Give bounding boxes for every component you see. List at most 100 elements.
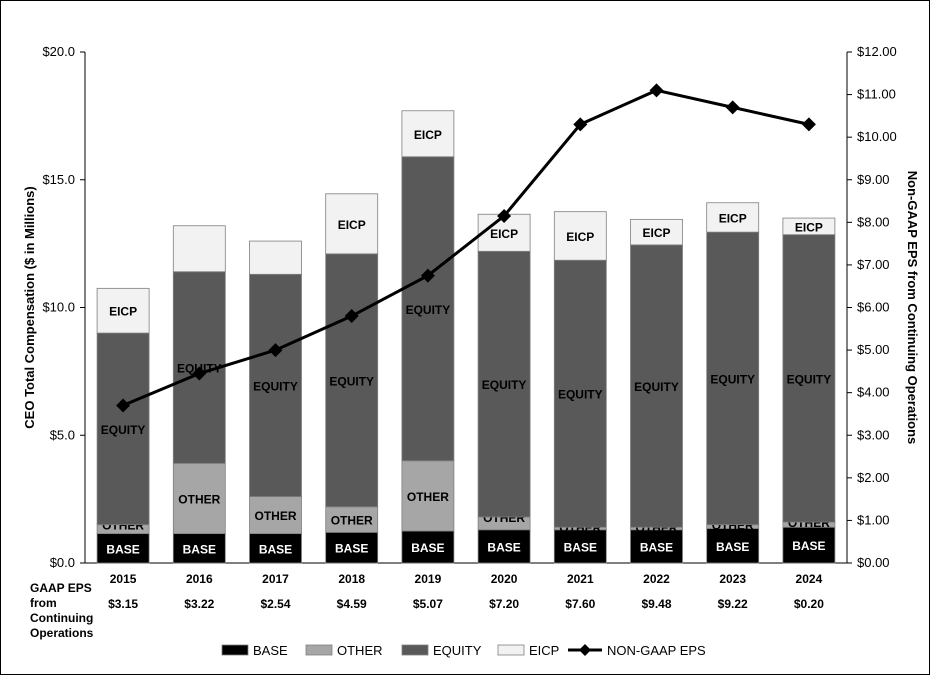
right-tick-label: $4.00 (857, 385, 890, 400)
segment-label-other-2019: OTHER (407, 490, 449, 504)
segment-label-base-2021: BASE (564, 540, 597, 554)
gaap-eps-value-2016: $3.22 (184, 597, 214, 611)
segment-label-base-2024: BASE (792, 539, 825, 553)
legend-swatch-base (221, 644, 249, 656)
bar-base-2020 (477, 529, 531, 564)
segment-label-base-2020: BASE (487, 540, 520, 554)
non-gaap-eps-point-2019 (420, 268, 435, 283)
left-tick-label: $5.0 (50, 427, 75, 442)
segment-label-base-2018: BASE (335, 542, 368, 556)
x-tick-label-2015: 2015 (110, 572, 137, 586)
bar-equity-2015 (96, 332, 150, 526)
x-tick-label-2022: 2022 (643, 572, 670, 586)
segment-label-base-2016: BASE (183, 542, 216, 556)
bar-base-2015 (96, 533, 150, 564)
legend-swatch-eicp (497, 644, 525, 656)
segment-label-equity-2018: EQUITY (329, 374, 374, 388)
gaap-eps-label-line: Continuing (30, 611, 93, 625)
legend-marker-non-gaap-eps (579, 644, 591, 656)
bar-base-2018 (325, 531, 379, 564)
legend-label-other: OTHER (337, 643, 383, 658)
right-tick-label: $11.00 (857, 87, 896, 102)
segment-label-eicp-2022: EICP (642, 226, 670, 240)
bar-eicp-2015 (96, 287, 150, 334)
left-tick-label: $10.0 (42, 300, 75, 315)
bar-eicp-2019 (401, 110, 455, 158)
gaap-eps-value-2021: $7.60 (565, 597, 595, 611)
gaap-eps-value-2022: $9.48 (641, 597, 671, 611)
bar-base-2019 (401, 530, 455, 564)
segment-label-eicp-2015: EICP (109, 305, 137, 319)
segment-label-equity-2020: EQUITY (482, 378, 527, 392)
x-tick-label-2020: 2020 (491, 572, 518, 586)
bar-equity-2019 (401, 156, 455, 462)
non-gaap-eps-point-2022 (649, 83, 664, 98)
bar-base-2016 (172, 533, 226, 564)
x-tick-label-2017: 2017 (262, 572, 289, 586)
segment-label-base-2019: BASE (411, 541, 444, 555)
right-tick-label: $2.00 (857, 470, 890, 485)
bar-equity-2023 (706, 231, 760, 526)
bar-eicp-2022 (630, 218, 683, 246)
segment-label-eicp-2021: EICP (566, 230, 594, 244)
right-tick-label: $0.00 (857, 555, 890, 570)
bar-equity-2017 (249, 273, 302, 497)
segment-label-base-2023: BASE (716, 540, 749, 554)
x-tick-label-2024: 2024 (796, 572, 823, 586)
left-tick-label: $15.0 (42, 172, 75, 187)
legend-swatch-equity (401, 644, 429, 656)
non-gaap-eps-point-2023 (725, 100, 740, 115)
right-axis-title: Non-GAAP EPS from Continuing Operations (905, 171, 920, 444)
x-tick-label-2023: 2023 (719, 572, 746, 586)
segment-label-eicp-2023: EICP (719, 211, 747, 225)
non-gaap-eps-point-2020 (497, 208, 512, 223)
segment-label-base-2015: BASE (106, 542, 139, 556)
non-gaap-eps-point-2018 (344, 309, 359, 324)
non-gaap-eps-line (122, 88, 810, 407)
bar-eicp-2023 (706, 202, 760, 233)
right-tick-label: $10.00 (857, 129, 897, 144)
left-axis-title: CEO Total Compensation ($ in Millions) (22, 186, 37, 428)
legend-swatch-other (305, 644, 333, 656)
bar-other-2018 (325, 506, 379, 533)
gaap-eps-value-2020: $7.20 (489, 597, 519, 611)
bar-base-2024 (782, 526, 836, 564)
gaap-eps-value-2015: $3.15 (108, 597, 138, 611)
non-gaap-eps-point-2015 (116, 398, 131, 413)
segment-label-equity-2021: EQUITY (558, 388, 603, 402)
legend-label-non-gaap-eps: NON-GAAP EPS (607, 643, 706, 658)
segment-label-equity-2019: EQUITY (406, 303, 451, 317)
gaap-eps-value-2019: $5.07 (413, 597, 443, 611)
x-tick-label-2019: 2019 (415, 572, 442, 586)
segment-label-other-2016: OTHER (178, 492, 220, 506)
left-tick-label: $20.0 (42, 44, 75, 59)
legend-label-equity: EQUITY (433, 643, 482, 658)
segment-label-equity-2023: EQUITY (710, 372, 755, 386)
bar-equity-2021 (553, 259, 607, 528)
right-tick-label: $1.00 (857, 512, 890, 527)
right-tick-label: $6.00 (857, 300, 890, 315)
bar-equity-2018 (325, 253, 379, 508)
segment-label-equity-2015: EQUITY (101, 423, 146, 437)
bar-eicp-2024 (782, 217, 836, 236)
left-tick-label: $0.0 (50, 555, 75, 570)
segment-label-eicp-2020: EICP (490, 227, 518, 241)
segment-label-other-2018: OTHER (331, 514, 373, 528)
segment-label-base-2017: BASE (259, 542, 292, 556)
segment-label-base-2022: BASE (640, 540, 673, 554)
segment-label-eicp-2024: EICP (795, 220, 823, 234)
x-tick-label-2018: 2018 (338, 572, 365, 586)
gaap-eps-value-2018: $4.59 (337, 597, 367, 611)
non-gaap-eps-point-2021 (573, 117, 588, 132)
bar-base-2021 (553, 529, 607, 564)
gaap-eps-label-line: Operations (30, 626, 94, 640)
segment-label-other-2017: OTHER (255, 509, 297, 523)
x-tick-label-2021: 2021 (567, 572, 594, 586)
segment-label-eicp-2019: EICP (414, 128, 442, 142)
bar-equity-2022 (630, 244, 683, 528)
right-tick-label: $8.00 (857, 214, 890, 229)
legend-label-base: BASE (253, 643, 288, 658)
right-tick-label: $12.00 (857, 44, 897, 59)
bar-eicp-2021 (553, 211, 607, 261)
bar-other-2017 (249, 496, 302, 535)
